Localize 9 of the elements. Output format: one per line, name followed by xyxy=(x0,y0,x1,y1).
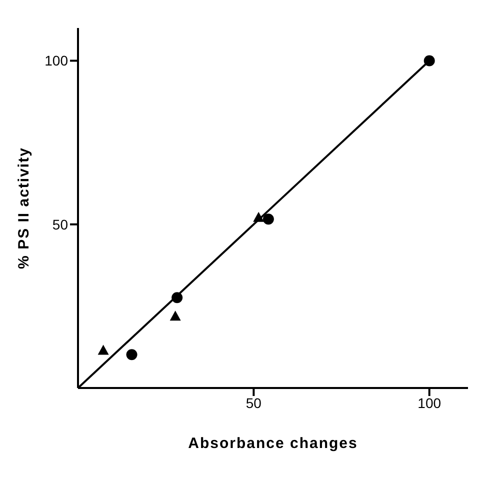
point xyxy=(424,55,435,66)
point xyxy=(253,212,264,222)
point xyxy=(98,344,109,355)
y-axis-title: % PS II activity xyxy=(15,147,32,269)
point xyxy=(170,310,181,321)
x-axis-title: Absorbance changes xyxy=(188,435,358,452)
point xyxy=(262,214,274,225)
point xyxy=(172,292,183,304)
point xyxy=(126,349,138,360)
